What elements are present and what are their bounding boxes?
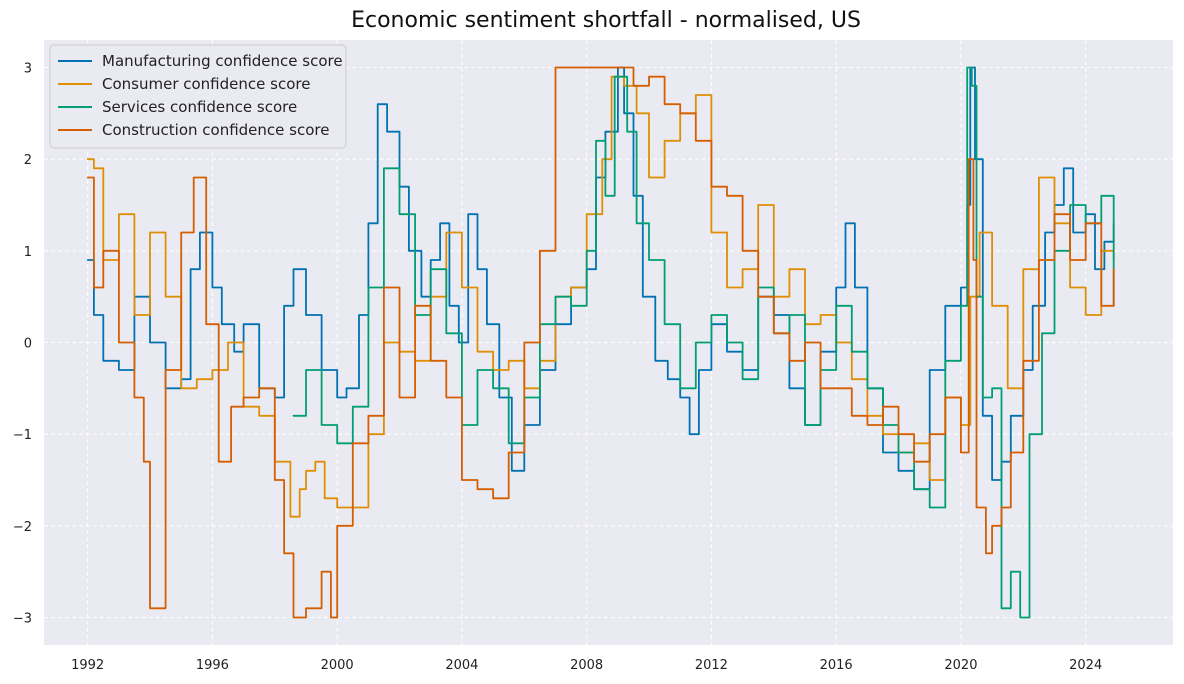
x-tick-label: 2012 [695, 658, 728, 673]
chart-title: Economic sentiment shortfall - normalise… [351, 8, 861, 33]
x-tick-label: 2020 [944, 658, 977, 673]
y-tick-label: 0 [24, 337, 32, 352]
y-tick-label: −3 [13, 612, 32, 627]
series-line-2 [292, 66, 1115, 619]
x-tick-label: 2008 [570, 658, 603, 673]
x-tick-label: 2004 [445, 658, 478, 673]
legend-box [49, 44, 347, 149]
series-line-3 [86, 66, 1115, 619]
legend-label: Manufacturing confidence score [102, 52, 343, 70]
y-tick-label: −1 [13, 428, 32, 443]
legend-label: Construction confidence score [102, 121, 329, 139]
y-tick-label: −2 [13, 520, 32, 535]
legend-label: Services confidence score [102, 98, 297, 116]
y-tick-label: 2 [24, 153, 32, 168]
legend-label: Consumer confidence score [102, 75, 310, 93]
x-tick-label: 2000 [321, 658, 354, 673]
x-tick-label: 2016 [820, 658, 853, 673]
y-tick-label: 1 [24, 245, 32, 260]
grid-layer [44, 40, 1173, 645]
series-layer [86, 66, 1115, 619]
tick-layer: 3 2 1 0 −1 −2 −3 1992 1996 2000 2004 2008 2012 2016 20… [13, 62, 1102, 674]
x-tick-label: 1992 [71, 658, 104, 673]
x-tick-label: 2024 [1069, 658, 1102, 673]
x-tick-label: 1996 [196, 658, 229, 673]
y-tick-label: 3 [24, 62, 32, 77]
legend: Manufacturing confidence score Consumer c… [49, 44, 347, 149]
